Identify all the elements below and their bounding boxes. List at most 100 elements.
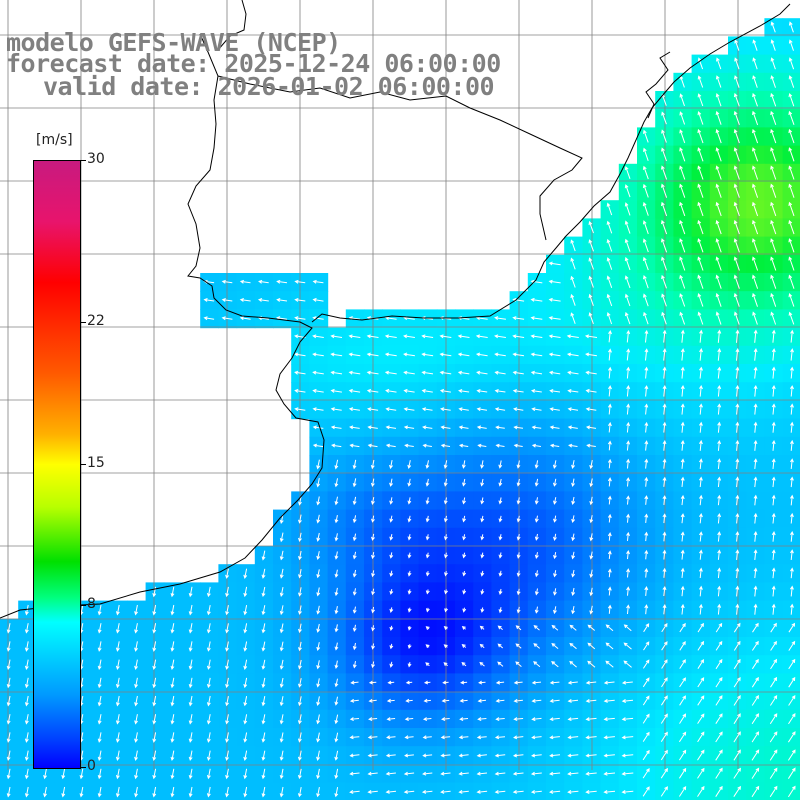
wind-arrow xyxy=(570,312,576,324)
wind-arrow xyxy=(24,750,29,762)
wind-arrow xyxy=(6,714,11,725)
colorbar-tick-label: 0 xyxy=(87,758,96,774)
wind-arrow xyxy=(770,128,777,144)
wind-arrow xyxy=(715,274,722,289)
wind-arrow xyxy=(261,586,266,597)
wind-arrow xyxy=(352,588,357,596)
wind-arrow xyxy=(715,767,723,779)
wind-arrow xyxy=(679,293,686,307)
wind-arrow xyxy=(626,495,631,505)
wind-arrow xyxy=(261,768,266,780)
wind-arrow xyxy=(697,695,705,706)
wind-arrow xyxy=(498,534,503,541)
wind-arrow xyxy=(662,495,667,505)
wind-arrow xyxy=(298,605,302,615)
wind-arrow xyxy=(789,421,794,433)
wind-arrow xyxy=(261,568,266,579)
wind-arrow xyxy=(571,515,576,524)
wind-arrow xyxy=(297,714,302,725)
wind-arrow xyxy=(717,458,722,469)
wind-arrow xyxy=(498,588,503,596)
wind-arrow xyxy=(697,293,704,307)
wind-arrow xyxy=(753,329,758,343)
wind-arrow xyxy=(425,497,430,505)
wind-arrow xyxy=(221,316,233,321)
wind-arrow xyxy=(134,714,138,725)
wind-arrow xyxy=(752,274,759,289)
wind-arrow xyxy=(567,370,579,375)
wind-arrow xyxy=(152,750,157,762)
wind-arrow xyxy=(717,421,722,433)
wind-arrow xyxy=(531,698,542,703)
wind-arrow xyxy=(788,311,795,325)
wind-arrow xyxy=(549,425,560,430)
wind-arrow xyxy=(699,329,703,343)
wind-arrow xyxy=(715,749,723,761)
wind-arrow xyxy=(769,713,778,725)
wind-arrow xyxy=(753,585,758,597)
wind-arrow xyxy=(790,348,794,361)
wind-arrow xyxy=(571,587,576,597)
wind-arrow xyxy=(607,550,612,559)
colorbar-tick xyxy=(80,160,86,161)
wind-arrow xyxy=(661,111,667,125)
wind-arrow xyxy=(680,440,685,451)
wind-arrow xyxy=(152,732,157,743)
wind-arrow xyxy=(534,606,539,614)
wind-arrow xyxy=(788,274,795,289)
wind-arrow xyxy=(457,334,470,339)
wind-arrow xyxy=(530,389,542,393)
wind-arrow xyxy=(261,677,266,689)
wind-arrow xyxy=(643,275,649,289)
wind-arrow xyxy=(626,550,630,560)
wind-arrow xyxy=(480,515,485,523)
wind-arrow xyxy=(788,713,796,725)
wind-arrow xyxy=(348,407,360,412)
wind-arrow xyxy=(421,789,433,794)
wind-arrow xyxy=(494,771,506,776)
wind-arrow xyxy=(498,460,503,469)
wind-arrow xyxy=(440,771,451,776)
colorbar-tick-label: 22 xyxy=(87,313,105,329)
wind-arrow xyxy=(698,513,703,524)
wind-arrow xyxy=(371,643,375,650)
wind-arrow xyxy=(495,717,505,722)
wind-arrow xyxy=(206,695,211,707)
wind-arrow xyxy=(733,110,740,125)
wind-arrow xyxy=(243,568,248,579)
wind-arrow xyxy=(567,717,579,722)
wind-arrow xyxy=(407,570,412,577)
wind-arrow xyxy=(425,589,430,595)
wind-arrow xyxy=(134,623,138,634)
wind-arrow xyxy=(134,677,138,689)
wind-arrow xyxy=(549,443,560,448)
wind-arrow xyxy=(771,348,776,361)
wind-arrow xyxy=(751,731,760,743)
wind-arrow xyxy=(225,750,229,762)
wind-arrow xyxy=(316,605,321,615)
wind-arrow xyxy=(97,768,102,780)
wind-arrow xyxy=(679,165,686,180)
wind-arrow xyxy=(752,311,758,325)
wind-arrow xyxy=(257,298,269,302)
wind-arrow xyxy=(571,460,575,470)
wind-arrow xyxy=(330,407,342,412)
wind-arrow xyxy=(553,570,557,578)
wind-arrow xyxy=(661,311,667,325)
wind-arrow xyxy=(366,352,379,357)
wind-arrow xyxy=(334,478,339,488)
wind-arrow xyxy=(553,533,557,542)
wind-arrow xyxy=(788,676,796,688)
wind-arrow xyxy=(661,256,667,271)
wind-arrow xyxy=(751,713,760,725)
wind-arrow xyxy=(603,753,615,758)
wind-arrow xyxy=(298,623,302,634)
wind-arrow xyxy=(603,717,615,722)
wind-arrow xyxy=(789,567,794,579)
wind-arrow xyxy=(621,717,634,722)
wind-arrow xyxy=(788,658,796,670)
wind-arrow xyxy=(297,750,302,761)
wind-arrow xyxy=(734,39,740,51)
wind-arrow xyxy=(788,39,794,51)
wind-arrow xyxy=(644,366,649,379)
